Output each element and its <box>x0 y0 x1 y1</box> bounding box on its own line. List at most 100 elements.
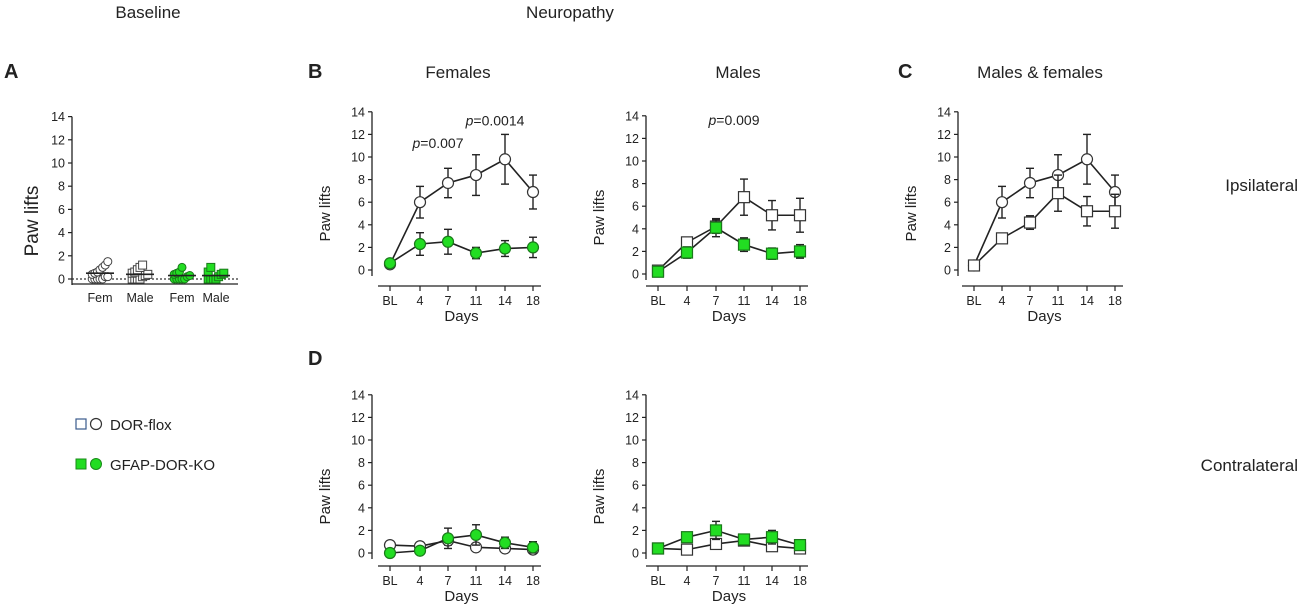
y-tick-label: 8 <box>58 180 65 194</box>
x-axis-label: Days <box>444 308 478 325</box>
y-tick-label: 10 <box>625 434 639 448</box>
x-tick-label: 4 <box>417 294 424 308</box>
x-tick-label: 4 <box>684 574 691 588</box>
data-point <box>498 153 512 166</box>
y-tick-label: 6 <box>58 203 65 217</box>
data-point <box>441 532 455 545</box>
x-axis-label: Days <box>444 588 478 605</box>
chart-b-males: 0 2 4 6 8 10 12 14 Paw lifts BL 4 7 11 14 18 Days p=0.00… <box>591 109 808 325</box>
data-point <box>526 185 540 199</box>
x-tick-label: BL <box>966 294 981 308</box>
data-point <box>526 541 540 554</box>
y-tick-label: 14 <box>351 105 365 119</box>
y-tick-label: 12 <box>351 128 365 142</box>
x-tick-label: 18 <box>526 294 540 308</box>
y-tick-label: 2 <box>632 524 639 538</box>
x-tick-label: 7 <box>445 294 452 308</box>
series-line <box>657 529 801 550</box>
data-point <box>737 191 751 204</box>
x-tick-label: 14 <box>498 294 512 308</box>
y-tick-label: 8 <box>632 177 639 191</box>
chart-baseline-scatter: 0 2 4 6 8 10 12 14 Paw lifts Fem Male Fem Male <box>22 110 238 305</box>
data-point <box>441 235 455 248</box>
y-tick-label: 10 <box>51 157 65 171</box>
ipsilateral-label: Ipsilateral <box>1225 176 1298 195</box>
series-ko-1 <box>383 524 540 560</box>
y-tick-label: 12 <box>937 128 951 142</box>
y-tick-label: 6 <box>632 200 639 214</box>
data-point <box>709 221 723 234</box>
y-axis-label: Paw lifts <box>317 186 334 242</box>
y-tick-label: 0 <box>358 547 365 561</box>
x-tick-label: 14 <box>498 574 512 588</box>
data-point <box>651 265 665 278</box>
x-tick-label: 18 <box>793 294 807 308</box>
series-line <box>389 240 534 264</box>
data-point <box>793 209 807 222</box>
y-tick-label: 10 <box>625 155 639 169</box>
x-tick-label: 7 <box>445 574 452 588</box>
series-ko-1 <box>383 228 540 270</box>
y-tick-label: 4 <box>358 218 365 232</box>
legend-ko-square-icon <box>75 458 87 470</box>
panel-letter-a: A <box>4 61 18 83</box>
data-point <box>526 241 540 254</box>
y-tick-label: 8 <box>632 456 639 470</box>
p-symbol: p <box>411 135 420 151</box>
legend: DOR-flox GFAP-DOR-KO <box>75 417 215 474</box>
x-tick-label: BL <box>382 574 397 588</box>
y-axis-label: Paw lifts <box>591 190 608 246</box>
y-tick-label: 8 <box>358 456 365 470</box>
y-axis-label: Paw lifts <box>591 469 608 525</box>
x-tick-label: 11 <box>738 574 751 588</box>
x-tick-label: Male <box>202 291 229 305</box>
x-axis-label: Days <box>712 308 746 325</box>
contralateral-label: Contralateral <box>1201 456 1298 475</box>
legend-ko-label: GFAP-DOR-KO <box>110 457 215 474</box>
x-tick-label: Fem <box>88 291 113 305</box>
y-tick-label: 8 <box>944 173 951 187</box>
x-tick-label: BL <box>650 294 665 308</box>
p-value: =0.0014 <box>473 112 524 128</box>
data-point <box>383 546 397 560</box>
data-point <box>206 262 216 272</box>
data-point <box>737 533 751 546</box>
data-point <box>1051 187 1065 200</box>
data-point <box>383 257 397 270</box>
x-tick-label: 11 <box>470 574 483 588</box>
group-3 <box>202 262 230 284</box>
y-tick-label: 8 <box>358 173 365 187</box>
y-tick-label: 2 <box>58 249 65 263</box>
y-tick-label: 12 <box>625 411 639 425</box>
series-line <box>657 539 801 551</box>
p-value: =0.007 <box>420 135 463 151</box>
baseline-header: Baseline <box>115 3 180 22</box>
subtitle-males-and-females: Males & females <box>977 63 1103 82</box>
y-axis-label: Paw lifts <box>903 186 920 242</box>
x-tick-label: 7 <box>1027 294 1034 308</box>
y-tick-label: 4 <box>358 501 365 515</box>
x-tick-label: 4 <box>999 294 1006 308</box>
panel-letter-d: D <box>308 348 322 370</box>
x-tick-label: 7 <box>713 574 720 588</box>
y-tick-label: 4 <box>944 218 951 232</box>
y-tick-label: 0 <box>632 547 639 561</box>
data-point <box>498 242 512 255</box>
y-tick-label: 6 <box>358 479 365 493</box>
data-point <box>995 232 1009 245</box>
legend-flox-circle-icon <box>89 417 103 431</box>
y-tick-label: 12 <box>625 132 639 146</box>
x-tick-label: 11 <box>738 294 751 308</box>
series-flox-0 <box>651 534 807 556</box>
y-tick-label: 2 <box>632 245 639 259</box>
series-line <box>389 158 534 265</box>
neuropathy-header: Neuropathy <box>526 3 614 22</box>
chart-panels: 0 2 4 6 8 10 12 14 Paw lifts Fem Male Fem Male 0 2 4 6 8 1… <box>22 105 1123 605</box>
series-flox-0 <box>967 133 1122 272</box>
y-tick-label: 0 <box>58 273 65 287</box>
y-tick-label: 12 <box>51 133 65 147</box>
p-value-annotation: p=0.007 <box>411 135 463 151</box>
series-ko-1 <box>651 520 807 555</box>
data-point <box>219 268 229 278</box>
x-tick-label: Fem <box>170 291 195 305</box>
